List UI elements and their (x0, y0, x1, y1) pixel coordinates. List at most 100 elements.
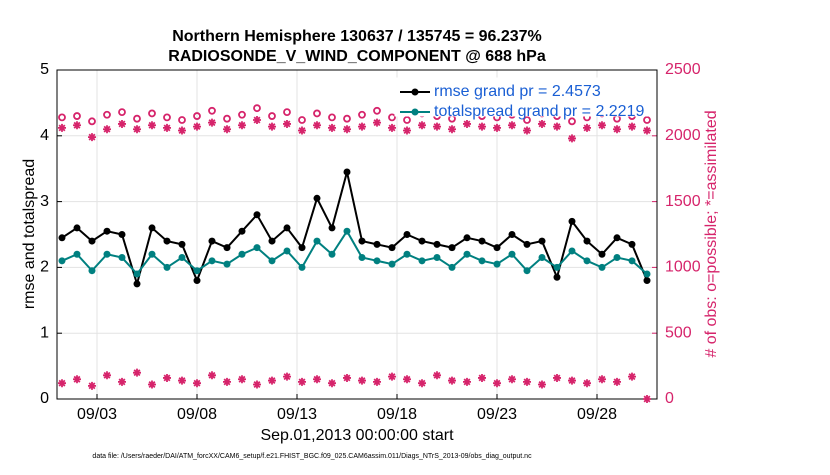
data-point (493, 260, 501, 268)
data-point (88, 381, 96, 390)
data-point (253, 244, 261, 252)
data-point (328, 123, 336, 132)
data-point (208, 257, 216, 265)
legend-box (394, 77, 652, 117)
data-point (238, 375, 246, 384)
data-point (373, 240, 381, 248)
data-point (118, 377, 126, 386)
data-point (628, 240, 636, 248)
data-point (343, 125, 351, 134)
data-point (283, 224, 291, 232)
data-point (88, 133, 96, 142)
data-point (283, 247, 291, 255)
data-point (178, 376, 186, 385)
data-point (133, 280, 141, 288)
data-point (553, 373, 561, 382)
data-point (313, 375, 321, 384)
data-point (643, 395, 651, 403)
data-point (208, 118, 216, 127)
data-point (178, 126, 186, 135)
data-point (508, 121, 516, 130)
data-point (208, 106, 216, 115)
footnote: data file: /Users/raeder/DAI/ATM_forcXX/… (92, 453, 532, 460)
data-point (403, 126, 411, 135)
data-point (388, 123, 396, 132)
data-point (523, 240, 531, 248)
data-point (223, 377, 231, 386)
data-point (193, 379, 201, 388)
data-point (523, 267, 531, 275)
data-point (253, 211, 261, 219)
data-point (433, 122, 441, 131)
data-point (118, 119, 126, 128)
data-point (493, 123, 501, 132)
series-line (61, 229, 648, 276)
y2-tick-label: 2500 (665, 61, 701, 78)
data-point (133, 368, 141, 377)
data-point (388, 113, 396, 122)
data-point (73, 224, 81, 232)
data-point (568, 247, 576, 255)
y2-tick-label: 1500 (665, 193, 701, 210)
legend-marker (411, 108, 419, 116)
x-tick-label: 09/08 (177, 406, 217, 423)
data-point (73, 375, 81, 384)
legend-marker (411, 88, 419, 96)
data-point (598, 250, 606, 258)
y-axis-label: rmse and totalspread (21, 159, 38, 309)
data-point (118, 254, 126, 262)
chart-title: Northern Hemisphere 130637 / 135745 = 96… (172, 28, 542, 45)
data-point (223, 114, 231, 123)
data-point (418, 257, 426, 265)
data-point (268, 112, 276, 120)
data-point (388, 372, 396, 381)
data-point (403, 375, 411, 384)
data-point (343, 373, 351, 382)
data-point (643, 116, 651, 124)
y-tick-label: 0 (40, 390, 49, 407)
data-point (133, 114, 141, 123)
x-tick-label: 09/13 (277, 406, 317, 423)
data-point (373, 118, 381, 127)
data-point (553, 122, 561, 131)
data-point (463, 250, 471, 258)
data-point (148, 109, 156, 118)
y-tick-label: 3 (40, 193, 49, 210)
y2-tick-label: 1000 (665, 259, 701, 276)
y-tick-label: 1 (40, 324, 49, 341)
data-point (298, 263, 306, 271)
data-point (628, 122, 636, 131)
data-point (148, 250, 156, 258)
data-point (388, 260, 396, 268)
data-point (163, 237, 171, 245)
data-point (163, 373, 171, 382)
data-point (283, 108, 291, 117)
data-point (628, 257, 636, 265)
data-point (643, 277, 651, 285)
data-point (583, 257, 591, 265)
y-tick-label: 4 (40, 127, 49, 144)
data-point (163, 113, 171, 122)
data-point (253, 116, 261, 125)
data-point (568, 117, 576, 126)
data-point (73, 112, 81, 120)
data-point (613, 234, 621, 242)
series (58, 368, 651, 403)
data-point (88, 267, 96, 275)
data-point (538, 254, 546, 262)
data-point (103, 250, 111, 258)
data-point (418, 121, 426, 130)
data-point (493, 244, 501, 252)
data-point (328, 224, 336, 232)
data-point (178, 240, 186, 248)
data-point (193, 267, 201, 275)
data-point (388, 244, 396, 252)
data-point (373, 377, 381, 386)
x-axis-label: Sep.01,2013 00:00:00 start (260, 427, 454, 444)
chart-subtitle: RADIOSONDE_V_WIND_COMPONENT @ 688 hPa (168, 48, 546, 65)
data-point (553, 263, 561, 271)
data-point (268, 237, 276, 245)
data-point (163, 123, 171, 132)
data-point (193, 112, 201, 120)
data-point (163, 263, 171, 271)
